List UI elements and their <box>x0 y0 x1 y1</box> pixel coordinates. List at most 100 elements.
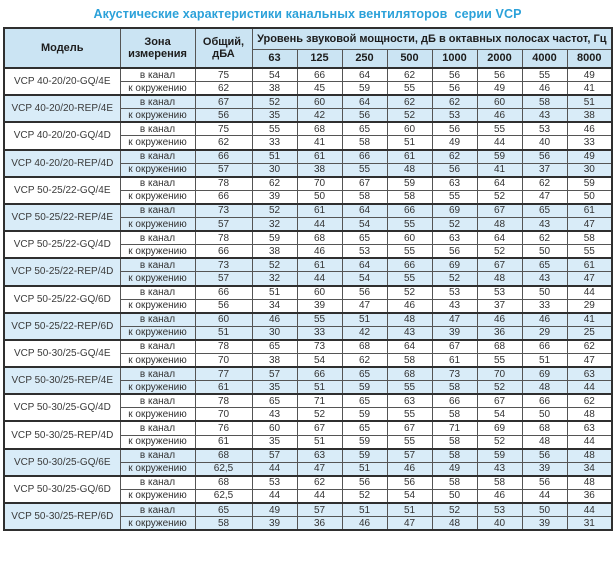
spl-value-cell: 46 <box>566 121 613 137</box>
spl-value-cell: 59 <box>386 175 433 191</box>
zone-cell: к окружению <box>119 516 196 531</box>
spl-value-cell: 73 <box>431 366 478 382</box>
spl-value-cell: 48 <box>476 271 523 286</box>
spl-value-cell: 51 <box>341 311 388 327</box>
spl-value-cell: 51 <box>386 135 433 151</box>
spl-value-cell: 58 <box>431 434 478 450</box>
spl-value-cell: 54 <box>386 488 433 504</box>
spl-value-cell: 59 <box>476 148 523 164</box>
table-row-duct: VCP 50-30/25-REP/4D в канал 76 60 67 65 67 71 69… <box>3 420 613 450</box>
total-dba-cell: 62,5 <box>194 461 253 477</box>
spl-value-cell: 53 <box>341 244 388 259</box>
spl-value-cell: 52 <box>341 488 388 504</box>
table-row-duct: VCP 50-25/22-REP/4E в канал 73 52 61 64 66 69 67… <box>3 202 613 232</box>
spl-value-cell: 48 <box>566 474 613 490</box>
spl-value-cell: 36 <box>296 516 343 531</box>
spl-value-cell: 69 <box>431 257 478 273</box>
spl-value-cell: 69 <box>476 420 523 436</box>
spl-value-cell: 56 <box>521 148 568 164</box>
model-cell: VCP 50-25/22-GQ/4E <box>3 175 121 205</box>
spl-value-cell: 59 <box>251 230 298 246</box>
header-freq-2000: 2000 <box>476 48 523 69</box>
spl-value-cell: 62 <box>341 352 388 368</box>
table-row-ambient: к окружению 62,5 44 47 51 46 49 43 39 34 <box>4 461 613 477</box>
spl-value-cell: 46 <box>521 311 568 327</box>
table-row-duct: VCP 50-30/25-GQ/6D в канал 68 53 62 56 56 58 58 5… <box>3 474 613 504</box>
zone-cell: в канал <box>119 311 196 327</box>
spl-value-cell: 43 <box>386 325 433 341</box>
zone-cell: в канал <box>119 121 196 137</box>
spl-value-cell: 44 <box>251 488 298 504</box>
spl-value-cell: 62 <box>386 67 433 83</box>
spl-value-cell: 52 <box>476 380 523 395</box>
model-cell: VCP 50-30/25-GQ/6D <box>3 474 121 504</box>
table-row-ambient: к окружению 66 38 46 53 55 56 52 50 55 <box>4 244 613 259</box>
spl-value-cell: 56 <box>476 67 523 83</box>
spl-value-cell: 35 <box>251 434 298 450</box>
spl-value-cell: 39 <box>521 461 568 477</box>
spl-value-cell: 38 <box>251 244 298 259</box>
zone-cell: к окружению <box>119 407 196 422</box>
spl-value-cell: 65 <box>341 121 388 137</box>
spl-value-cell: 55 <box>386 271 433 286</box>
spl-value-cell: 43 <box>476 461 523 477</box>
spl-value-cell: 51 <box>341 461 388 477</box>
spl-value-cell: 42 <box>296 108 343 123</box>
spl-value-cell: 53 <box>431 284 478 300</box>
spl-value-cell: 53 <box>476 284 523 300</box>
spl-value-cell: 61 <box>296 148 343 164</box>
spl-value-cell: 35 <box>251 380 298 395</box>
spl-value-cell: 47 <box>566 217 613 232</box>
spl-value-cell: 43 <box>521 271 568 286</box>
spl-value-cell: 62 <box>251 175 298 191</box>
spl-value-cell: 61 <box>296 257 343 273</box>
spl-value-cell: 67 <box>476 393 523 409</box>
spl-value-cell: 51 <box>296 380 343 395</box>
spl-value-cell: 32 <box>251 217 298 232</box>
zone-cell: в канал <box>119 175 196 191</box>
spl-value-cell: 59 <box>341 380 388 395</box>
header-zone: Зона измерения <box>119 27 196 69</box>
spl-value-cell: 53 <box>251 474 298 490</box>
spl-value-cell: 67 <box>476 257 523 273</box>
table-row-duct: VCP 40-20/20-GQ/4D в канал 75 55 68 65 60 56 55 5… <box>3 121 613 151</box>
spl-value-cell: 57 <box>296 502 343 518</box>
spl-value-cell: 38 <box>251 81 298 96</box>
header-freq-500: 500 <box>386 48 433 69</box>
spl-value-cell: 48 <box>386 311 433 327</box>
spl-value-cell: 44 <box>251 461 298 477</box>
spl-value-cell: 71 <box>431 420 478 436</box>
spl-value-cell: 64 <box>341 67 388 83</box>
spl-value-cell: 32 <box>251 271 298 286</box>
spl-value-cell: 46 <box>386 461 433 477</box>
spl-value-cell: 49 <box>476 81 523 96</box>
spl-value-cell: 56 <box>431 67 478 83</box>
spl-value-cell: 36 <box>476 325 523 341</box>
header-freq-250: 250 <box>341 48 388 69</box>
spl-value-cell: 59 <box>476 447 523 463</box>
spl-value-cell: 47 <box>296 461 343 477</box>
total-dba-cell: 66 <box>194 189 253 205</box>
spl-value-cell: 64 <box>476 175 523 191</box>
zone-cell: к окружению <box>119 325 196 341</box>
spl-value-cell: 63 <box>566 366 613 382</box>
spl-value-cell: 64 <box>341 94 388 110</box>
total-dba-cell: 62 <box>194 135 253 151</box>
spl-value-cell: 39 <box>521 516 568 531</box>
spl-value-cell: 29 <box>566 298 613 314</box>
spl-value-cell: 69 <box>521 366 568 382</box>
spl-value-cell: 44 <box>476 135 523 151</box>
spl-value-cell: 41 <box>566 81 613 96</box>
spl-value-cell: 48 <box>386 162 433 178</box>
spl-value-cell: 57 <box>386 447 433 463</box>
spl-value-cell: 48 <box>521 434 568 450</box>
spl-value-cell: 43 <box>431 298 478 314</box>
zone-cell: к окружению <box>119 217 196 232</box>
spl-value-cell: 60 <box>296 94 343 110</box>
spl-value-cell: 49 <box>431 135 478 151</box>
spl-value-cell: 62 <box>566 393 613 409</box>
spl-value-cell: 67 <box>341 175 388 191</box>
spl-value-cell: 44 <box>296 217 343 232</box>
zone-cell: к окружению <box>119 380 196 395</box>
spl-value-cell: 73 <box>296 338 343 354</box>
